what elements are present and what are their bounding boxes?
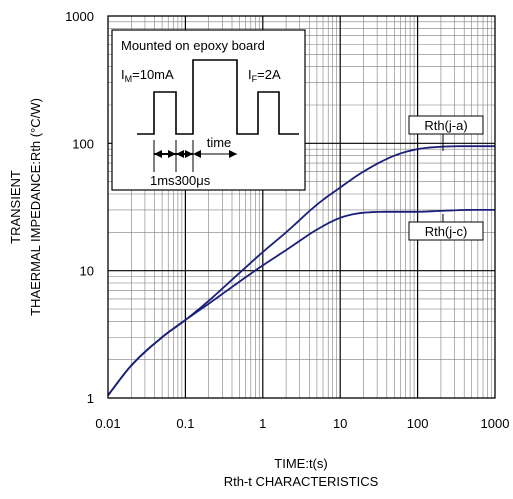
arrow-time-left [193,150,201,158]
legend-rth-ja: Rth(j-a) [408,115,484,151]
y-tick-label: 1000 [65,9,94,24]
arrow-300us-left [176,150,184,158]
x-tick-label: 1 [259,416,266,431]
inset-box [111,29,306,191]
x-axis-label: TIME:t(s) [274,456,327,471]
x-tick-label: 0.1 [176,416,194,431]
inset-if-label: IF=2A [248,67,281,84]
x-tick-label: 10 [333,416,347,431]
x-tick-label: 0.01 [95,416,120,431]
y-tick-labels: 1 10 100 1000 [65,9,94,406]
arrow-1ms-right [168,150,176,158]
x-tick-label: 100 [407,416,429,431]
legend-rth-jc-box [408,221,484,241]
series-rth-jc-line [107,209,495,396]
y-tick-label: 100 [72,136,94,151]
series-lines [107,145,495,396]
arrow-1ms-left [154,150,162,158]
y-axis-label-line1: TRANSIENT [8,170,23,244]
inset-im-label: IM=10mA [121,67,174,84]
inset-pulse-labels: 1ms300μs [150,173,211,188]
x-tick-label: 1000 [481,416,510,431]
legend-rth-jc-label: Rth(j-c) [425,224,468,239]
legend-rth-ja-box [408,115,484,135]
y-axis-label-line2: THAERMAL IMPEDANCE:Rth (°C/W) [28,98,43,316]
x-tick-labels: 0.01 0.1 1 10 100 1000 [95,416,509,431]
y-tick-label: 10 [80,264,94,279]
arrow-300us-right [185,150,193,158]
chart-caption: Rth-t CHARACTERISTICS [224,474,379,489]
arrow-time-right [229,150,237,158]
inset-time-label: time [207,135,232,150]
inset-test-condition: Mounted on epoxy board IM=10mA IF=2A tim… [111,29,306,191]
pulse-waveform [137,59,299,135]
dimension-arrows [154,150,237,158]
plot-frame [107,15,496,399]
y-tick-label: 1 [87,391,94,406]
legend-rth-jc: Rth(j-c) [408,214,484,241]
legend-rth-ja-label: Rth(j-a) [424,118,467,133]
inset-title: Mounted on epoxy board [121,38,265,53]
